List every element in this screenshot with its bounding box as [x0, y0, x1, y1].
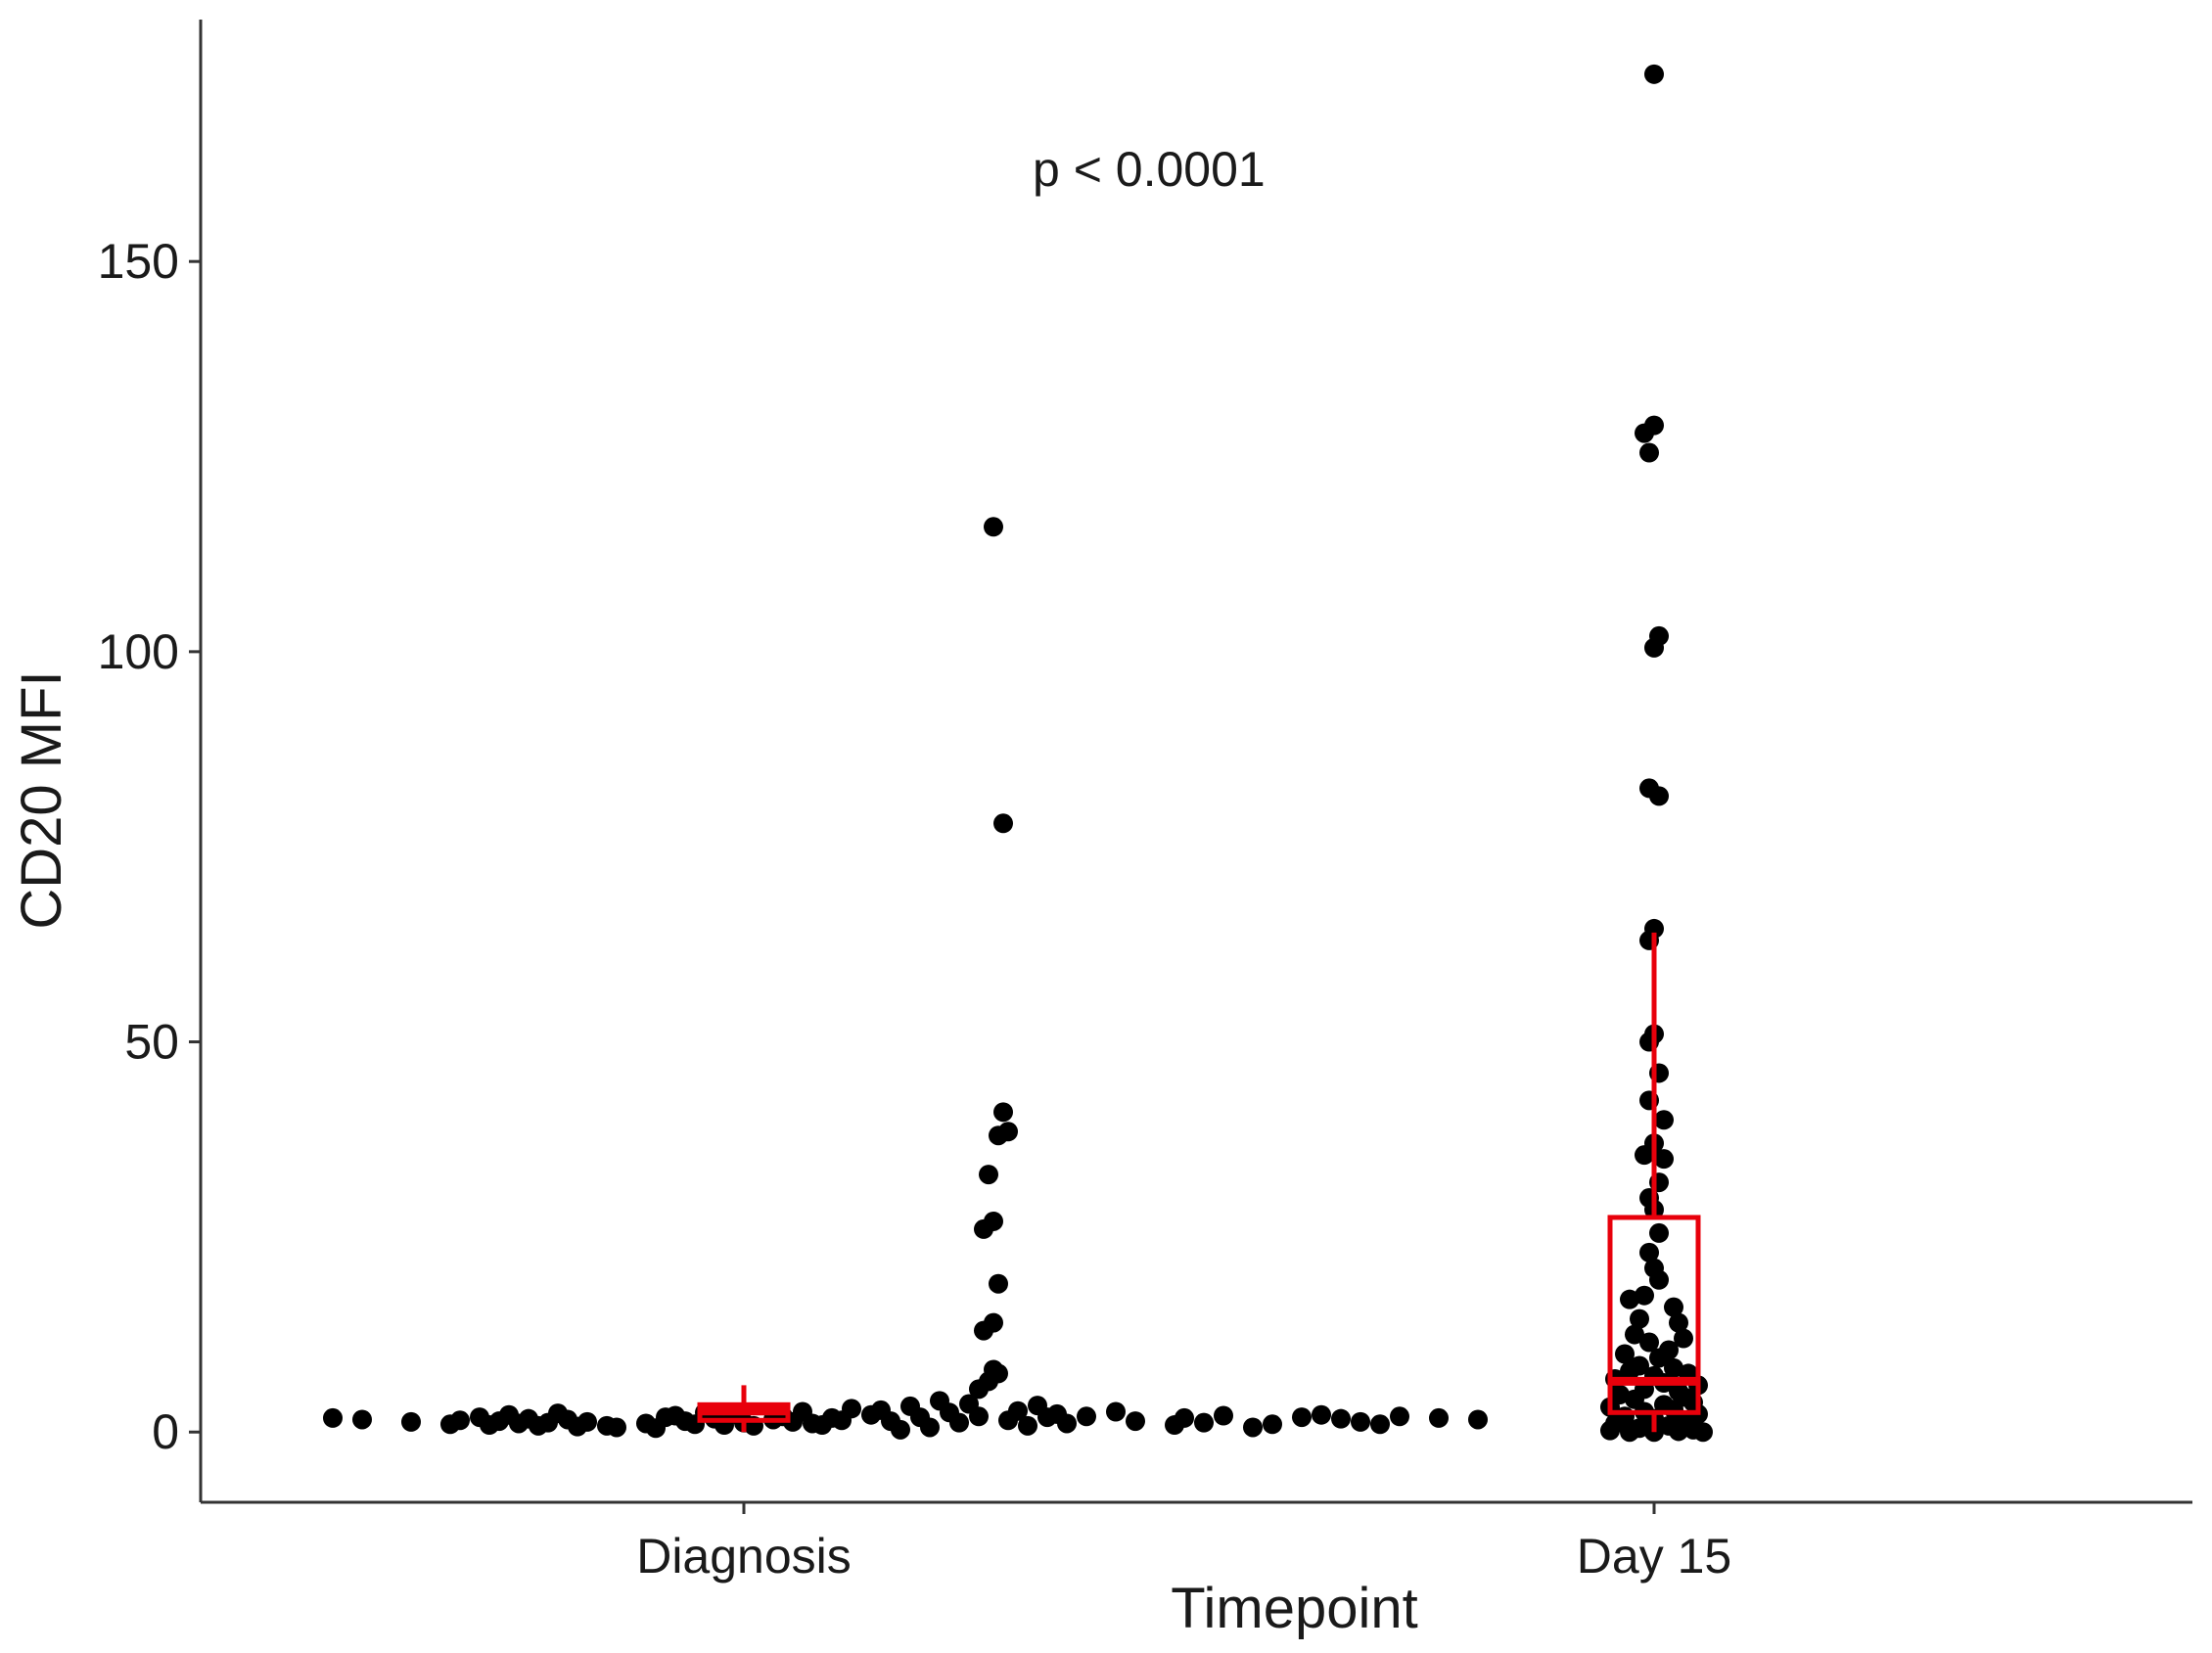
- y-tick-label: 0: [152, 1404, 179, 1459]
- labels-layer: 0 50 100 150 Diagnosis Day 15 Timepoint CD20 MF…: [10, 142, 1731, 1640]
- data-point: [1635, 1285, 1654, 1306]
- data-point: [984, 517, 1003, 537]
- data-point: [1649, 1348, 1669, 1368]
- axes-layer: [189, 20, 2192, 1514]
- data-point: [1669, 1312, 1688, 1333]
- data-point: [1654, 1149, 1674, 1170]
- box-layer: [697, 932, 1701, 1433]
- data-point: [949, 1412, 969, 1433]
- data-point: [1214, 1405, 1233, 1426]
- x-tick-label: Diagnosis: [636, 1529, 852, 1584]
- box-iqr: [1607, 1215, 1701, 1415]
- data-point: [1649, 1222, 1669, 1243]
- y-tick-label: 100: [98, 624, 179, 679]
- data-point: [993, 813, 1013, 834]
- data-point: [1077, 1406, 1096, 1427]
- data-point: [891, 1419, 910, 1440]
- data-point: [1468, 1409, 1488, 1430]
- data-point: [1639, 442, 1659, 463]
- data-point: [920, 1417, 940, 1438]
- data-point: [984, 1359, 1003, 1380]
- data-point: [1644, 637, 1664, 658]
- data-point: [1635, 1145, 1654, 1166]
- data-point: [577, 1411, 597, 1432]
- data-point: [1600, 1420, 1620, 1441]
- x-axis-title: Timepoint: [1171, 1577, 1418, 1640]
- data-point: [607, 1417, 626, 1438]
- data-point: [323, 1407, 343, 1428]
- data-point: [979, 1165, 998, 1185]
- data-point: [1312, 1404, 1331, 1425]
- data-point: [1625, 1324, 1644, 1345]
- y-axis-title: CD20 MFI: [10, 670, 73, 929]
- data-point: [1615, 1344, 1635, 1364]
- data-point: [842, 1399, 861, 1419]
- data-point: [1620, 1422, 1639, 1443]
- data-point: [1243, 1417, 1263, 1438]
- y-tick-label: 150: [98, 234, 179, 289]
- y-tick-label: 50: [124, 1015, 179, 1070]
- data-point: [998, 1122, 1018, 1142]
- data-point: [1057, 1413, 1077, 1434]
- data-point: [1331, 1408, 1351, 1429]
- data-point: [1292, 1407, 1312, 1428]
- data-point: [1008, 1400, 1028, 1421]
- data-point: [1126, 1411, 1145, 1432]
- data-point: [1644, 64, 1664, 84]
- data-point: [1620, 1361, 1639, 1382]
- data-point: [1649, 1269, 1669, 1290]
- x-tick-label: Day 15: [1577, 1529, 1731, 1584]
- data-point: [352, 1409, 372, 1430]
- data-point: [1351, 1411, 1370, 1432]
- data-point: [1639, 1332, 1659, 1353]
- data-point: [984, 1211, 1003, 1231]
- data-point: [1664, 1357, 1683, 1378]
- data-point: [1630, 1309, 1649, 1329]
- data-point: [1429, 1407, 1449, 1428]
- data-point: [1106, 1401, 1126, 1422]
- data-point: [1620, 1289, 1639, 1309]
- data-point: [1175, 1407, 1194, 1428]
- data-point: [989, 1273, 1008, 1294]
- data-point: [1639, 1242, 1659, 1263]
- data-point: [1664, 1297, 1683, 1317]
- data-point: [1674, 1328, 1693, 1349]
- data-point: [1194, 1412, 1214, 1433]
- data-point: [993, 1102, 1013, 1123]
- data-point: [1370, 1414, 1390, 1435]
- data-point: [1669, 1421, 1688, 1442]
- data-point: [1649, 786, 1669, 806]
- data-point: [1263, 1414, 1282, 1435]
- data-point: [401, 1411, 421, 1432]
- data-point: [984, 1312, 1003, 1333]
- data-point: [1654, 1110, 1674, 1130]
- data-point: [1635, 423, 1654, 443]
- data-point: [1693, 1422, 1713, 1443]
- points-layer: [323, 64, 1713, 1443]
- p-value-annotation: p < 0.0001: [1033, 142, 1266, 197]
- data-point: [969, 1406, 989, 1427]
- data-point: [450, 1410, 470, 1431]
- data-point: [1390, 1406, 1409, 1427]
- data-point: [1018, 1415, 1037, 1436]
